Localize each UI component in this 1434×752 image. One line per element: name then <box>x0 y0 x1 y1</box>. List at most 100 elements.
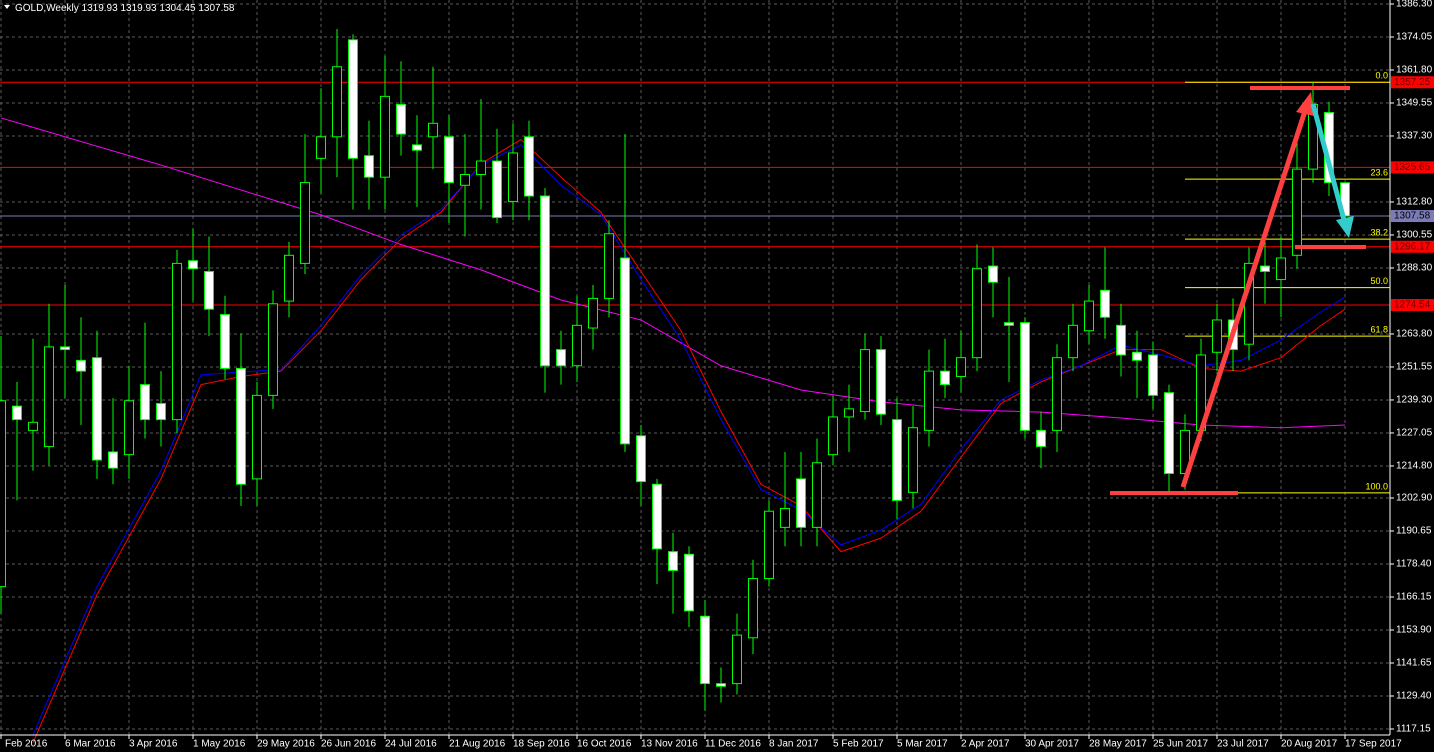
x-tick-label: 5 Mar 2017 <box>897 739 948 750</box>
y-tick-label: 1349.55 <box>1396 98 1433 109</box>
x-tick-label: 6 Mar 2016 <box>65 739 116 750</box>
x-tick-label: 30 Apr 2017 <box>1025 739 1079 750</box>
x-tick-label: 29 May 2016 <box>257 739 315 750</box>
x-tick-label: 18 Sep 2016 <box>513 739 570 750</box>
candle-body <box>956 357 966 378</box>
candle-body <box>812 462 822 528</box>
candle-body <box>1164 392 1174 474</box>
candle-body <box>1084 300 1094 332</box>
overlay-layer: 0.0 23.6 38.2 50.0 61.8 100.0 <box>0 71 1390 744</box>
y-tick-label: 1202.90 <box>1396 493 1433 504</box>
y-tick-label: 1337.30 <box>1396 131 1433 142</box>
candle-body <box>0 400 6 588</box>
y-tick-label: 1361.80 <box>1396 65 1433 76</box>
candle-body <box>940 370 950 386</box>
y-tick-label: 1166.15 <box>1396 592 1432 603</box>
close-value: 1307.58 <box>198 3 235 14</box>
candle-body <box>76 359 86 372</box>
x-tick-label: 5 Feb 2017 <box>833 739 884 750</box>
candle-body <box>476 160 486 175</box>
candle-body <box>924 370 934 431</box>
candle-body <box>236 367 246 485</box>
candle-body <box>108 451 118 469</box>
candle-body <box>860 349 870 413</box>
open-value: 1319.93 <box>82 3 119 14</box>
candle-body <box>636 435 646 483</box>
candle-body <box>412 144 422 151</box>
candle-body <box>700 615 710 685</box>
y-tick-label: 1312.80 <box>1396 197 1433 208</box>
y-tick-label: 1190.65 <box>1396 526 1432 537</box>
x-tick-label: 3 Apr 2016 <box>129 739 178 750</box>
candle-body <box>620 257 630 445</box>
y-tick-label: 1214.80 <box>1396 461 1433 472</box>
candle-body <box>556 349 566 367</box>
candle-body <box>716 683 726 687</box>
fib-label: 50.0 <box>1370 276 1388 286</box>
x-tick-label: 2 Apr 2017 <box>961 739 1010 750</box>
fib-label: 0.0 <box>1375 71 1388 81</box>
chart-title: GOLD,Weekly 1319.93 1319.93 1304.45 1307… <box>15 3 235 14</box>
candle-body <box>444 136 454 184</box>
high-value: 1319.93 <box>120 3 157 14</box>
candle-body <box>1260 265 1270 272</box>
candle-body <box>1212 319 1222 353</box>
candle-body <box>540 195 550 367</box>
annotation-arrow <box>1310 103 1347 221</box>
level-box <box>1391 76 1434 89</box>
x-tick-label: 17 Sep 2017 <box>1345 739 1402 750</box>
candle-body <box>44 346 54 448</box>
moving-average <box>32 138 1346 744</box>
symbol: GOLD,Weekly <box>15 3 79 14</box>
candle-body <box>732 634 742 685</box>
candle-body <box>844 408 854 418</box>
candle-body <box>1052 357 1062 431</box>
y-tick-label: 1129.40 <box>1396 691 1432 702</box>
annotation-arrow <box>1180 107 1309 488</box>
candle-body <box>492 160 502 219</box>
candle-body <box>396 103 406 135</box>
candle-body <box>988 265 998 283</box>
y-tick-label: 1239.30 <box>1396 395 1433 406</box>
x-tick-label: 13 Nov 2016 <box>641 739 698 750</box>
candle-body <box>268 303 278 396</box>
level-label: 1325.65 <box>1394 162 1431 173</box>
candle-body <box>188 260 198 270</box>
y-tick-label: 1288.30 <box>1396 263 1433 274</box>
level-label: 1296.17 <box>1394 241 1431 252</box>
level-label: 1357.25 <box>1394 77 1431 88</box>
candle-body <box>284 254 294 302</box>
x-tick-label: 16 Oct 2016 <box>577 739 632 750</box>
candle-body <box>892 419 902 501</box>
y-tick-label: 1227.05 <box>1396 428 1433 439</box>
candle-body <box>604 233 614 299</box>
annotation-arrowhead <box>1296 92 1314 116</box>
candle-body <box>204 270 214 310</box>
candle-body <box>28 421 38 431</box>
candle-body <box>572 324 582 367</box>
moving-average <box>32 144 1346 735</box>
y-tick-label: 1386.30 <box>1396 0 1433 10</box>
candle-body <box>124 400 134 456</box>
candle-body <box>364 155 374 178</box>
candle-body <box>588 297 598 329</box>
candle-body <box>460 173 470 186</box>
candle-body <box>252 394 262 480</box>
candle-body <box>348 39 358 159</box>
candle-body <box>332 66 342 138</box>
candle-body <box>908 427 918 493</box>
candle-body <box>300 182 310 264</box>
candle-body <box>1116 324 1126 356</box>
x-tick-label: 28 May 2017 <box>1089 739 1147 750</box>
candle-body <box>972 268 982 359</box>
fib-label: 100.0 <box>1365 481 1388 491</box>
candle-body <box>1148 354 1158 396</box>
level-box <box>1391 161 1434 174</box>
candle-body <box>828 416 838 456</box>
candle-body <box>796 478 806 528</box>
x-tick-label: 25 Jun 2017 <box>1153 739 1208 750</box>
level-label: 1307.58 <box>1394 211 1431 222</box>
candle-body <box>1292 168 1302 256</box>
